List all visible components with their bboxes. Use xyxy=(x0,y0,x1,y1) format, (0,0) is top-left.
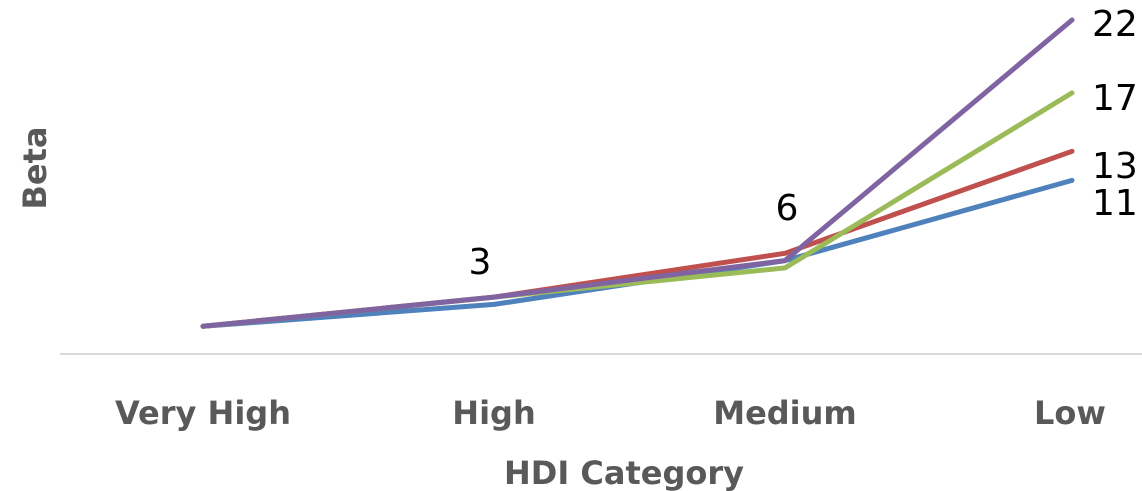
data-label-17: 17 xyxy=(1092,78,1138,119)
y-axis-title: Beta xyxy=(16,127,54,210)
data-label-3: 3 xyxy=(469,242,492,283)
x-axis-title: HDI Category xyxy=(504,454,744,491)
series-line-4 xyxy=(200,17,1075,329)
data-label-6: 6 xyxy=(776,188,799,229)
category-label-very-high: Very High xyxy=(115,394,291,432)
category-label-low: Low xyxy=(1034,394,1106,432)
data-label-13: 13 xyxy=(1092,146,1138,187)
data-label-22: 22 xyxy=(1092,4,1138,45)
data-label-11: 11 xyxy=(1092,183,1138,224)
series-group xyxy=(200,17,1075,329)
series-line-1 xyxy=(200,177,1075,329)
category-labels: Very High High Medium Low xyxy=(115,394,1106,432)
category-label-medium: Medium xyxy=(713,394,857,432)
series-line-2 xyxy=(200,148,1075,329)
category-label-high: High xyxy=(452,394,535,432)
